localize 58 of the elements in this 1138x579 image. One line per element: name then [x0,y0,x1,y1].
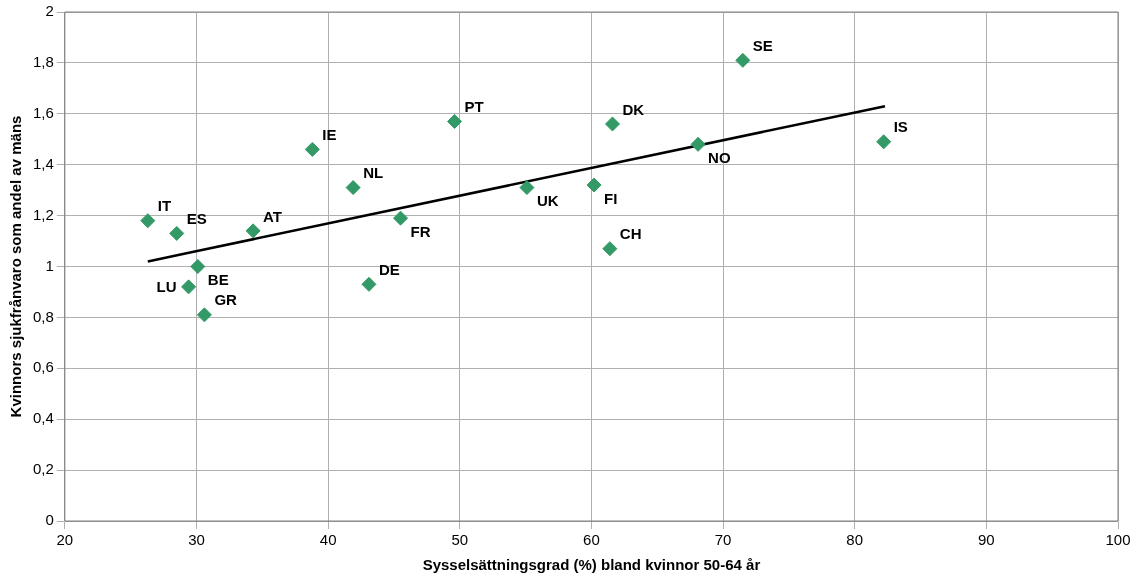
point [735,52,751,68]
annotation: BE [207,271,229,289]
y-tick-label: 1,4 [32,154,54,172]
point [196,307,212,323]
x-tick-label: 70 [714,531,732,549]
point [447,113,463,129]
annotation: FR [410,222,431,240]
point [345,180,361,196]
point [586,177,602,193]
point [361,276,377,292]
annotation: NO [708,148,731,166]
annotation: DE [378,260,400,278]
point [690,136,706,152]
x-tick-label: 90 [978,531,995,549]
annotation: GR [214,291,238,309]
x-tick-label: 30 [188,531,205,549]
y-axis-title: Kvinnors sjukfrånvaro som andel av mäns [7,115,25,418]
annotation: DK [622,100,645,118]
point [604,116,620,132]
annotation: IT [157,197,172,215]
point [181,279,197,295]
y-tick-label: 0,8 [32,307,54,325]
point [169,225,185,241]
point [245,223,261,239]
x-tick-label: 50 [451,531,469,549]
x-tick-label: 60 [583,531,600,549]
y-tick-label: 0,4 [32,409,54,427]
y-tick-label: 0,2 [32,460,54,478]
annotation: UK [536,192,559,210]
annotation: IS [893,118,908,136]
point [393,210,409,226]
y-tick-label: 0,6 [32,358,54,376]
point [876,134,892,150]
point [190,259,206,274]
annotation: SE [752,37,773,54]
y-tick-label: 1 [45,256,54,274]
annotation: FI [604,189,618,207]
y-tick-label: 1,8 [32,53,54,71]
y-tick-label: 0 [45,511,54,529]
annotation: AT [263,207,282,225]
annotation: NL [363,164,384,182]
x-tick-label: 40 [319,531,337,549]
x-tick-label: 100 [1105,531,1131,549]
y-tick-label: 1,2 [32,205,54,223]
annotation: IE [322,126,337,144]
x-axis-title: Sysselsättningsgrad (%) bland kvinnor 50-64 år [422,556,761,574]
x-tick-label: 20 [56,531,74,549]
point [602,241,618,257]
x-tick-label: 80 [846,531,864,549]
annotation: CH [619,225,642,243]
point [140,213,156,229]
point [519,180,535,196]
annotation: LU [156,277,177,295]
annotation: PT [464,98,484,116]
point [304,141,320,157]
y-tick-label: 1,6 [32,103,54,121]
y-tick-label: 2 [45,2,54,20]
annotation: ES [186,210,207,228]
